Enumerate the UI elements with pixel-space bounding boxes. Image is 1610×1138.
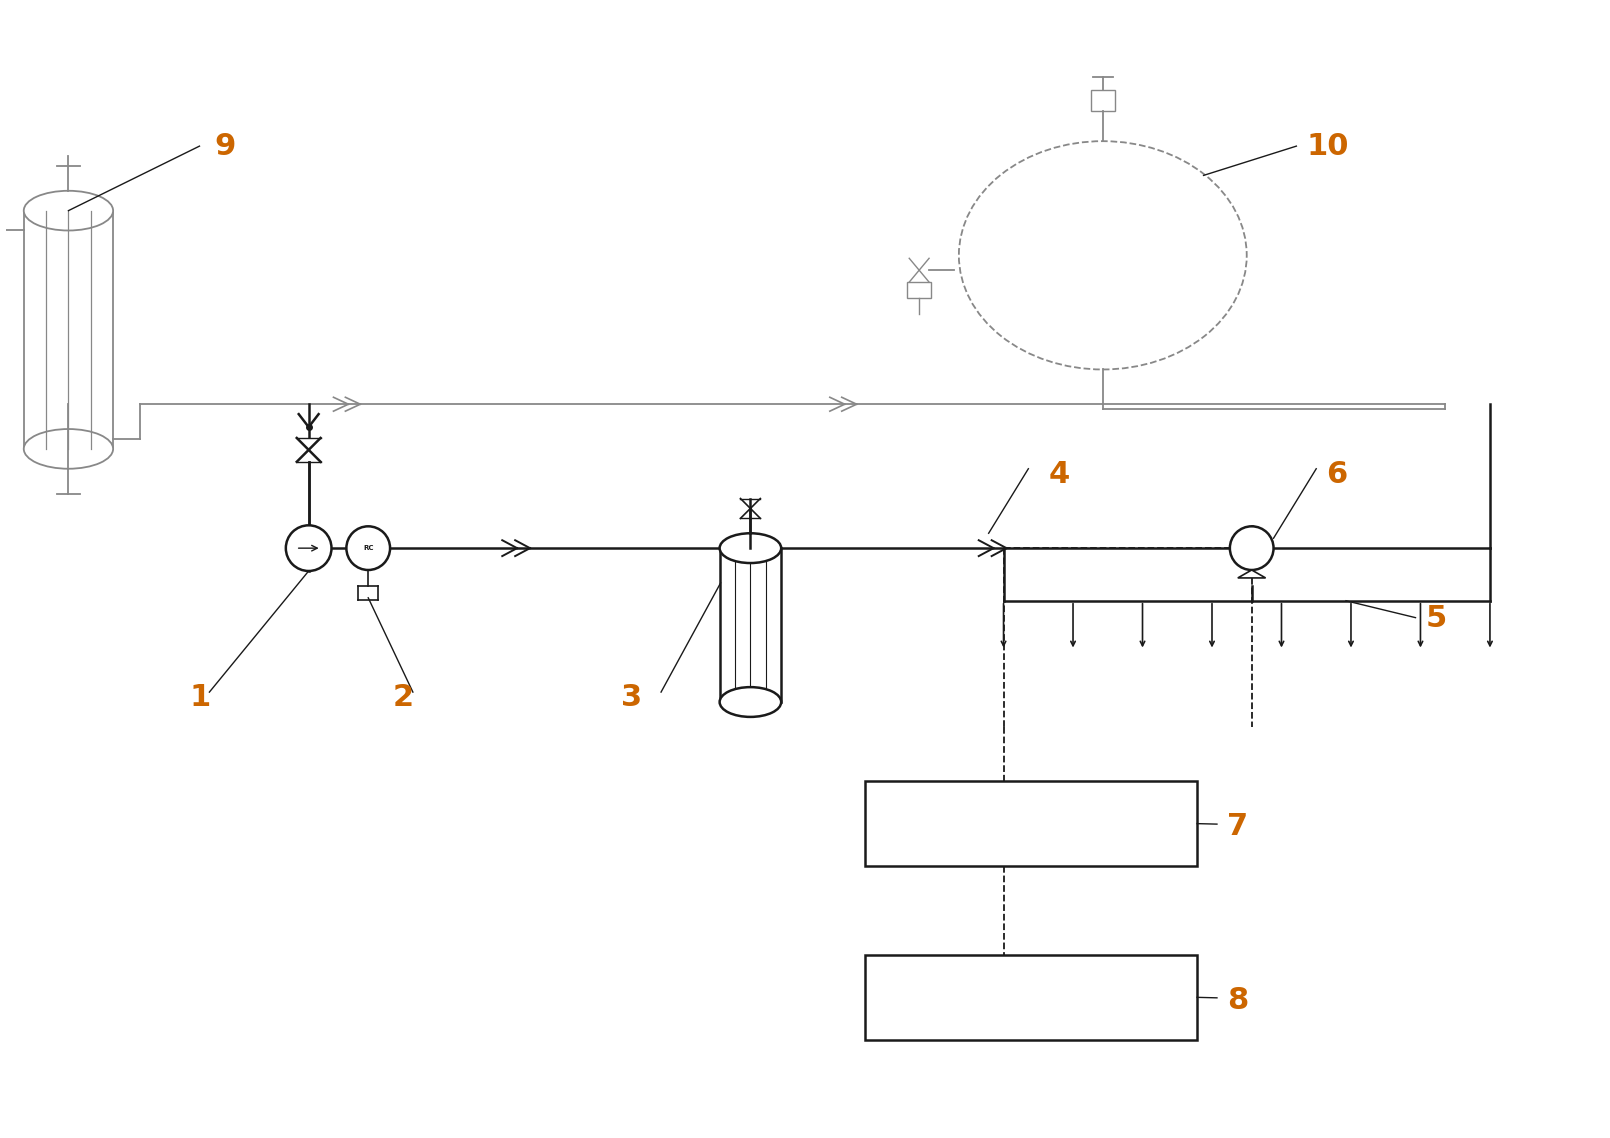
Text: 10: 10 — [1306, 132, 1349, 160]
Bar — [865, 782, 1198, 866]
Circle shape — [346, 526, 390, 570]
Bar — [865, 955, 1198, 1039]
Text: 4: 4 — [1048, 460, 1069, 488]
Bar — [24, 211, 113, 448]
Text: 9: 9 — [214, 132, 235, 160]
Ellipse shape — [720, 534, 781, 563]
Bar — [720, 549, 781, 702]
Polygon shape — [1238, 570, 1265, 578]
Text: RC: RC — [362, 545, 374, 551]
Ellipse shape — [24, 191, 113, 231]
Bar — [908, 282, 931, 298]
Text: 2: 2 — [393, 683, 414, 712]
Bar — [1092, 90, 1114, 112]
Ellipse shape — [720, 687, 781, 717]
Circle shape — [1230, 526, 1274, 570]
Text: 8: 8 — [1227, 986, 1248, 1015]
Text: 3: 3 — [621, 683, 642, 712]
Ellipse shape — [24, 429, 113, 469]
Text: 1: 1 — [190, 683, 211, 712]
Circle shape — [287, 526, 332, 571]
Text: 5: 5 — [1425, 603, 1447, 633]
Text: 6: 6 — [1327, 460, 1348, 488]
Text: 7: 7 — [1227, 813, 1248, 841]
